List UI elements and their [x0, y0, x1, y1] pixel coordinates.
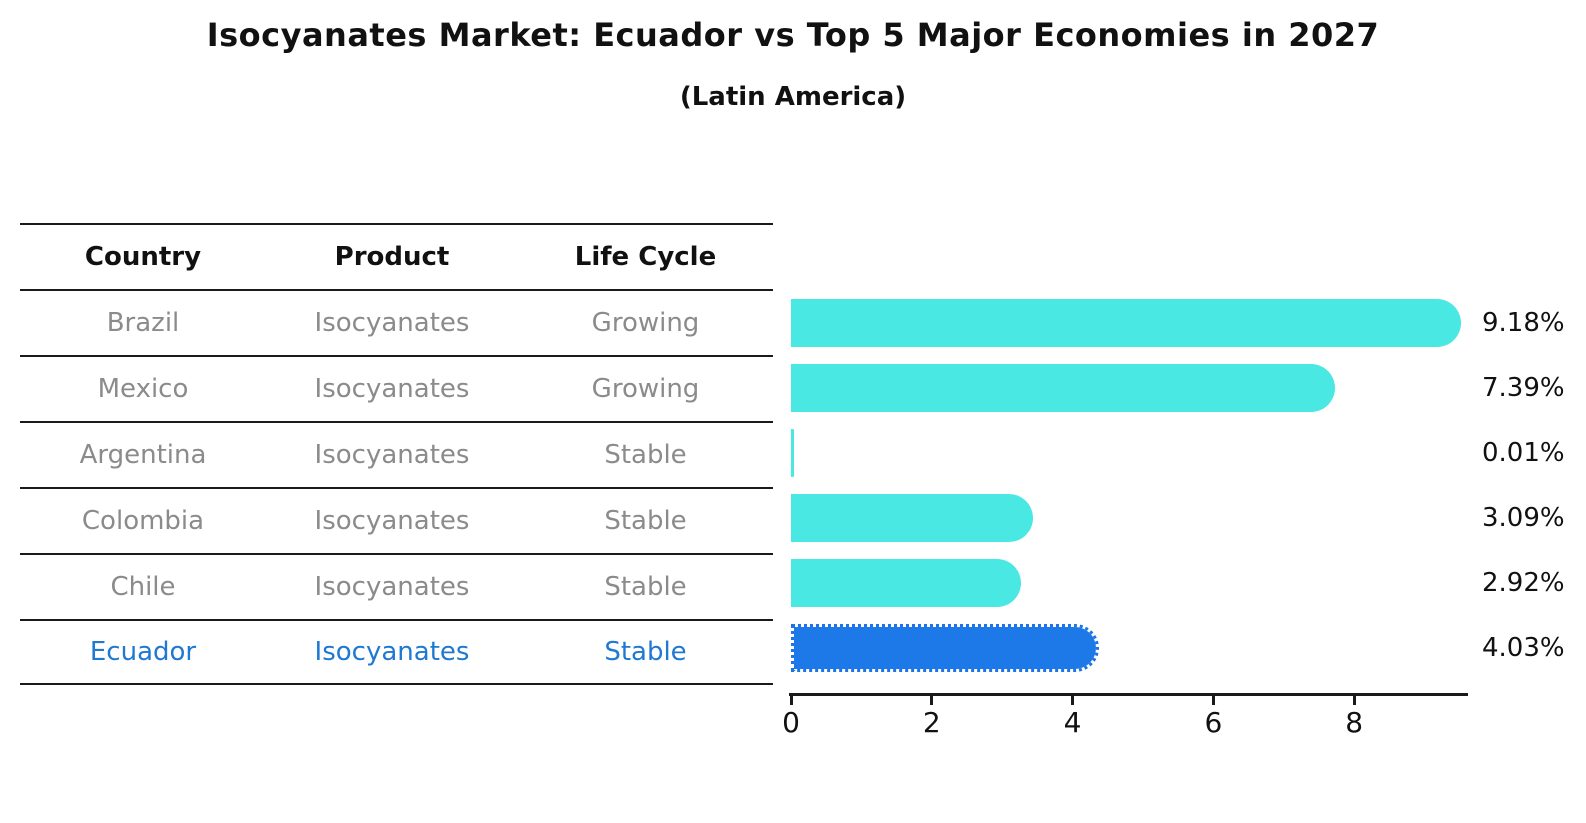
country-cell: Brazil: [106, 308, 180, 338]
country-cell: Colombia: [81, 506, 205, 536]
x-tick-label: 0: [782, 706, 800, 739]
product-cell: Isocyanates: [314, 572, 470, 602]
bar-chile: [791, 559, 1021, 607]
value-label: 9.18%: [1482, 308, 1565, 338]
x-tick-mark: [1352, 696, 1356, 705]
product-cell: Isocyanates: [314, 308, 470, 338]
value-label: 7.39%: [1482, 373, 1565, 403]
x-tick-mark: [1071, 696, 1075, 705]
column-header-country: Country: [84, 242, 202, 272]
product-cell: Isocyanates: [314, 374, 470, 404]
lifecycle-cell: Stable: [604, 637, 687, 667]
bar-argentina: [791, 429, 794, 477]
lifecycle-cell: Stable: [604, 572, 687, 602]
lifecycle-cell: Growing: [591, 308, 700, 338]
x-tick-label: 4: [1063, 706, 1082, 739]
table-row: Chile Isocyanates Stable: [20, 553, 773, 619]
bar-brazil: [791, 299, 1461, 347]
value-label: 0.01%: [1482, 438, 1565, 468]
x-tick-mark: [789, 696, 793, 705]
table-row: Ecuador Isocyanates Stable: [20, 619, 773, 685]
table-header-row: Country Product Life Cycle: [20, 223, 773, 289]
chart-title: Isocyanates Market: Ecuador vs Top 5 Maj…: [206, 16, 1380, 54]
lifecycle-cell: Stable: [604, 440, 687, 470]
table-row: Colombia Isocyanates Stable: [20, 487, 773, 553]
table-row: Brazil Isocyanates Growing: [20, 289, 773, 355]
country-cell: Ecuador: [89, 637, 197, 667]
lifecycle-cell: Stable: [604, 506, 687, 536]
table-body: Brazil Isocyanates Growing Mexico Isocyanate…: [20, 289, 773, 685]
table-row: Argentina Isocyanates Stable: [20, 421, 773, 487]
chart-subtitle: (Latin America): [679, 82, 907, 112]
column-header-lifecycle: Life Cycle: [574, 242, 717, 272]
country-cell: Argentina: [79, 440, 207, 470]
product-cell: Isocyanates: [314, 440, 470, 470]
x-tick-mark: [930, 696, 934, 705]
bar-colombia: [791, 494, 1033, 542]
x-tick-mark: [1211, 696, 1215, 705]
country-cell: Mexico: [97, 374, 189, 404]
value-label: 3.09%: [1482, 503, 1565, 533]
country-cell: Chile: [110, 572, 176, 602]
lifecycle-cell: Growing: [591, 374, 700, 404]
x-tick-label: 6: [1204, 706, 1223, 739]
x-axis-line: [789, 693, 1468, 696]
table-row: Mexico Isocyanates Growing: [20, 355, 773, 421]
product-cell: Isocyanates: [314, 637, 470, 667]
column-header-product: Product: [334, 242, 450, 272]
highlighted-bar-ecuador: [791, 624, 1099, 672]
product-cell: Isocyanates: [314, 506, 470, 536]
x-tick-label: 2: [922, 706, 941, 739]
comparison-table: Country Product Life Cycle Brazil Isocyan…: [20, 223, 773, 685]
bar-mexico: [791, 364, 1335, 412]
value-label: 2.92%: [1482, 568, 1565, 598]
x-tick-label: 8: [1345, 706, 1364, 739]
value-label: 4.03%: [1482, 633, 1565, 663]
